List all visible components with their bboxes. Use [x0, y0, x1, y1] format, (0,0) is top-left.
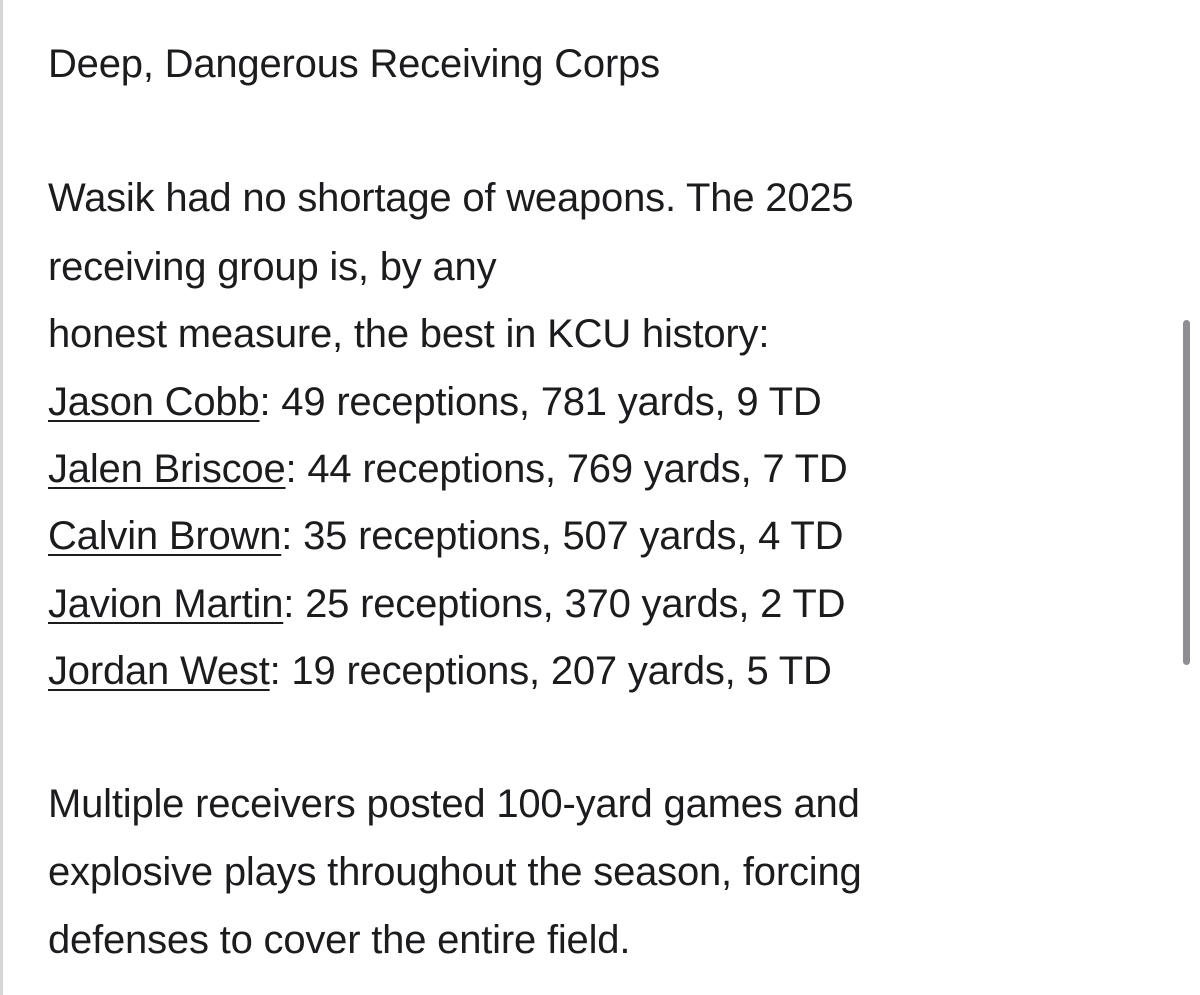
- player-link-jalen-briscoe[interactable]: Jalen Briscoe: [48, 447, 286, 491]
- closing-line: Multiple receivers posted 100-yard games…: [48, 782, 860, 826]
- closing-line: defenses to cover the entire field.: [48, 918, 631, 962]
- receiver-stat-line: Jason Cobb: 49 receptions, 781 yards, 9 …: [48, 378, 822, 426]
- receiver-stats: : 35 receptions, 507 yards, 4 TD: [281, 514, 844, 558]
- receiver-stat-line: Jordan West: 19 receptions, 207 yards, 5…: [48, 647, 832, 695]
- receiver-stats: : 25 receptions, 370 yards, 2 TD: [283, 582, 846, 626]
- intro-line: receiving group is, by any: [48, 245, 497, 289]
- receiver-stats: : 19 receptions, 207 yards, 5 TD: [269, 649, 832, 693]
- intro-line: honest measure, the best in KCU history:: [48, 312, 770, 356]
- intro-line: Wasik had no shortage of weapons. The 20…: [48, 176, 854, 220]
- section-heading: Deep, Dangerous Receiving Corps: [48, 42, 660, 86]
- player-link-jordan-west[interactable]: Jordan West: [48, 649, 270, 693]
- player-link-jason-cobb[interactable]: Jason Cobb: [48, 380, 260, 424]
- scrollbar-thumb[interactable]: [1183, 320, 1190, 665]
- receiver-stat-line: Javion Martin: 25 receptions, 370 yards,…: [48, 580, 846, 628]
- player-link-javion-martin[interactable]: Javion Martin: [48, 582, 284, 626]
- receiver-stat-line: Jalen Briscoe: 44 receptions, 769 yards,…: [48, 445, 848, 493]
- receiver-stats: : 49 receptions, 781 yards, 9 TD: [259, 380, 822, 424]
- page-left-edge: [0, 0, 3, 995]
- player-link-calvin-brown[interactable]: Calvin Brown: [48, 514, 282, 558]
- receiver-stats: : 44 receptions, 769 yards, 7 TD: [285, 447, 848, 491]
- closing-line: explosive plays throughout the season, f…: [48, 850, 862, 894]
- receiver-stat-line: Calvin Brown: 35 receptions, 507 yards, …: [48, 512, 844, 560]
